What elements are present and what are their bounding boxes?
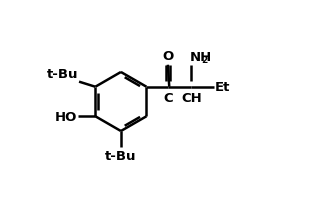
Text: CH: CH <box>181 92 202 105</box>
Text: NH: NH <box>190 50 213 63</box>
Text: O: O <box>162 50 173 63</box>
Text: t-Bu: t-Bu <box>47 68 78 81</box>
Text: HO: HO <box>55 110 77 123</box>
Text: C: C <box>163 92 173 105</box>
Text: Et: Et <box>214 81 230 94</box>
Text: 2: 2 <box>201 55 208 64</box>
Text: t-Bu: t-Bu <box>105 149 137 162</box>
